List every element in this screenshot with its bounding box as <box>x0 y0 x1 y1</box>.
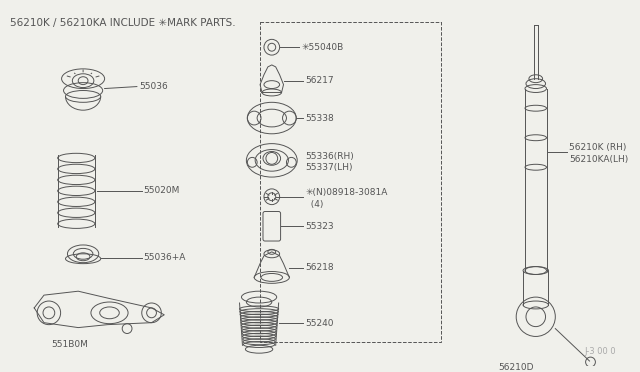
Text: 55323: 55323 <box>305 222 333 231</box>
Text: 56217: 56217 <box>305 76 333 85</box>
Text: 55240: 55240 <box>305 319 333 328</box>
Text: 55337(LH): 55337(LH) <box>305 163 353 172</box>
Text: 56210K / 56210KA INCLUDE ✳MARK PARTS.: 56210K / 56210KA INCLUDE ✳MARK PARTS. <box>10 18 236 28</box>
Text: ✳(N)08918-3081A: ✳(N)08918-3081A <box>305 188 387 197</box>
Text: 56218: 56218 <box>305 263 333 272</box>
Text: 55036: 55036 <box>139 82 168 91</box>
Bar <box>260 22 441 342</box>
Text: 55338: 55338 <box>305 113 334 122</box>
Text: 56210D: 56210D <box>499 363 534 372</box>
Text: 55036+A: 55036+A <box>144 253 186 262</box>
Text: J-3 00 0: J-3 00 0 <box>584 347 616 356</box>
Text: (4): (4) <box>305 200 323 209</box>
Text: 55020M: 55020M <box>144 186 180 195</box>
Text: ✳55040B: ✳55040B <box>301 43 344 52</box>
Text: 56210KA(LH): 56210KA(LH) <box>569 155 628 164</box>
Text: 55336(RH): 55336(RH) <box>305 152 354 161</box>
Text: 551B0M: 551B0M <box>51 340 88 349</box>
Text: 56210K (RH): 56210K (RH) <box>569 143 627 152</box>
